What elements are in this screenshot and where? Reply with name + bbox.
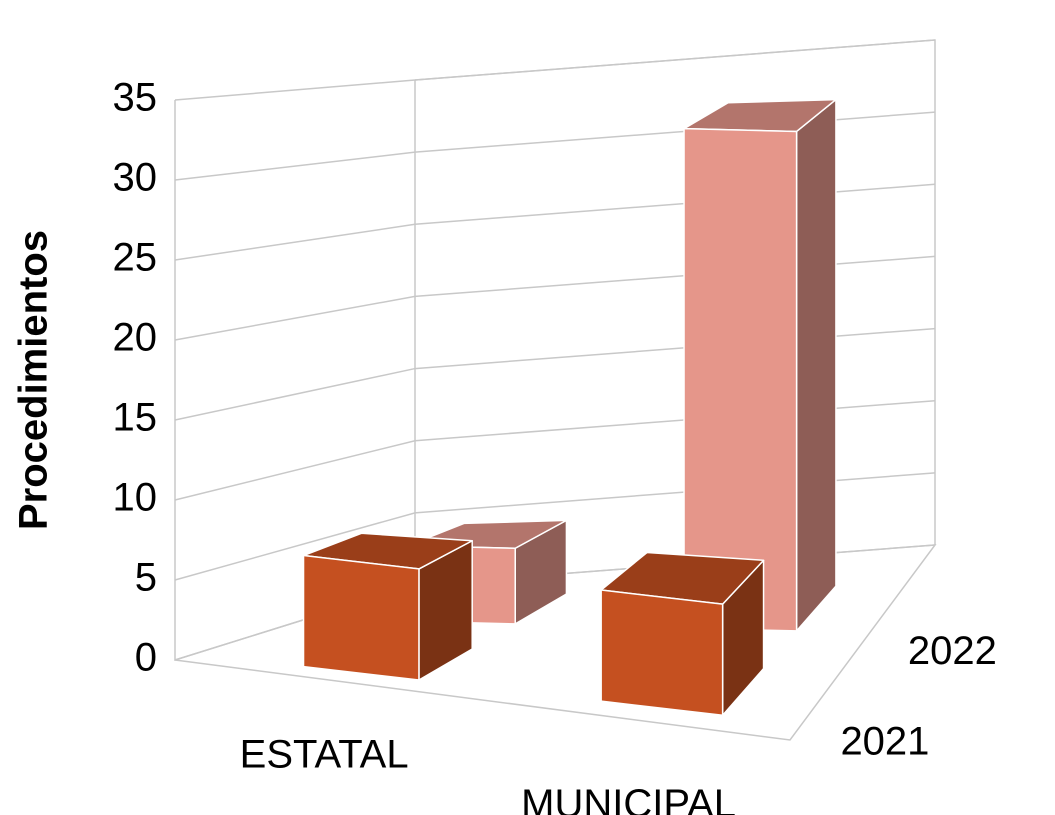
- back-wall: [414, 39, 936, 545]
- depth-tick-label: 2022: [908, 629, 997, 673]
- y-tick-label: 30: [113, 156, 158, 200]
- bar-side: [795, 98, 837, 632]
- bar: [600, 589, 724, 716]
- y-tick-label: 10: [113, 476, 158, 520]
- y-tick-label: 20: [113, 316, 158, 360]
- bar: [302, 554, 420, 681]
- y-tick-label: 25: [113, 236, 158, 280]
- depth-tick-label: 2021: [840, 720, 929, 764]
- y-axis-label: Procedimientos: [12, 230, 56, 530]
- y-tick-label: 5: [135, 556, 157, 600]
- grid-line: [174, 39, 936, 101]
- x-tick-label: ESTATAL: [240, 733, 409, 777]
- y-tick-label: 15: [113, 396, 158, 440]
- y-tick-label: 35: [113, 76, 158, 120]
- x-tick-label: MUNICIPAL: [521, 782, 736, 815]
- y-tick-label: 0: [135, 636, 157, 680]
